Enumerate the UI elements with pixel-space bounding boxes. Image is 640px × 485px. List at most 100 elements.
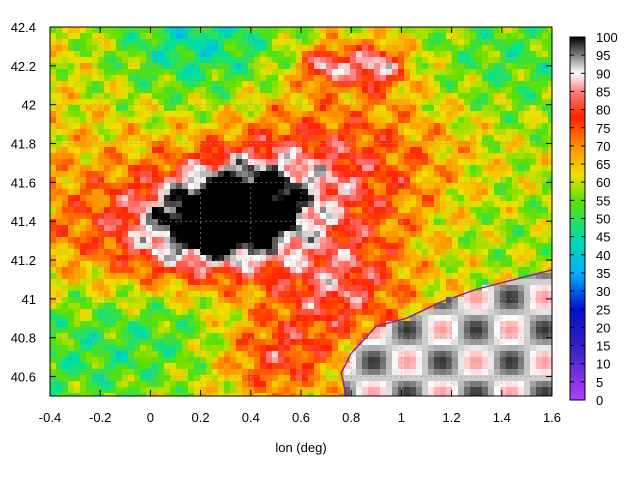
heatmap-cell (326, 159, 333, 166)
heatmap-cell (224, 111, 231, 118)
heatmap-cell (134, 267, 141, 274)
heatmap-cell (134, 321, 141, 328)
heatmap-cell (284, 147, 291, 154)
heatmap-cell (362, 261, 369, 268)
heatmap-cell (266, 195, 273, 202)
heatmap-cell (380, 333, 387, 340)
heatmap-cell (146, 45, 153, 52)
heatmap-cell (410, 201, 417, 208)
heatmap-cell (248, 45, 255, 52)
heatmap-cell (536, 195, 543, 202)
heatmap-cell (170, 123, 177, 130)
heatmap-cell (464, 207, 471, 214)
heatmap-cell (122, 135, 129, 142)
heatmap-cell (422, 363, 429, 370)
heatmap-cell (506, 129, 513, 136)
heatmap-cell (218, 291, 225, 298)
heatmap-cell (176, 267, 183, 274)
heatmap-cell (344, 117, 351, 124)
heatmap-cell (266, 129, 273, 136)
heatmap-cell (326, 285, 333, 292)
heatmap-cell (350, 135, 357, 142)
heatmap-cell (374, 153, 381, 160)
heatmap-cell (224, 213, 231, 220)
heatmap-cell (296, 33, 303, 40)
heatmap-cell (92, 243, 99, 250)
heatmap-cell (92, 321, 99, 328)
heatmap-cell (386, 135, 393, 142)
heatmap-cell (440, 57, 447, 64)
heatmap-cell (536, 237, 543, 244)
heatmap-cell (524, 27, 531, 34)
heatmap-cell (104, 141, 111, 148)
heatmap-cell (404, 297, 411, 304)
heatmap-cell (212, 261, 219, 268)
heatmap-cell (170, 99, 177, 106)
heatmap-cell (458, 159, 465, 166)
heatmap-cell (362, 93, 369, 100)
heatmap-cell (410, 183, 417, 190)
heatmap-cell (470, 297, 477, 304)
heatmap-cell (308, 291, 315, 298)
heatmap-cell (458, 87, 465, 94)
heatmap-cell (152, 33, 159, 40)
heatmap-cell (374, 165, 381, 172)
heatmap-cell (434, 363, 441, 370)
heatmap-cell (122, 141, 129, 148)
heatmap-cell (362, 267, 369, 274)
heatmap-cell (476, 177, 483, 184)
heatmap-cell (146, 111, 153, 118)
heatmap-cell (446, 225, 453, 232)
heatmap-cell (98, 33, 105, 40)
heatmap-cell (170, 51, 177, 58)
heatmap-cell (152, 327, 159, 334)
heatmap-cell (368, 291, 375, 298)
heatmap-cell (224, 381, 231, 388)
heatmap-cell (284, 243, 291, 250)
heatmap-cell (344, 111, 351, 118)
heatmap-cell (56, 147, 63, 154)
heatmap-cell (218, 75, 225, 82)
heatmap-cell (470, 183, 477, 190)
heatmap-cell (146, 375, 153, 382)
heatmap-cell (200, 309, 207, 316)
heatmap-cell (128, 105, 135, 112)
heatmap-cell (98, 195, 105, 202)
heatmap-cell (314, 315, 321, 322)
heatmap-cell (368, 333, 375, 340)
heatmap-cell (374, 363, 381, 370)
heatmap-cell (236, 57, 243, 64)
heatmap-cell (122, 315, 129, 322)
heatmap-cell (260, 327, 267, 334)
heatmap-cell (458, 237, 465, 244)
heatmap-cell (446, 315, 453, 322)
heatmap-cell (200, 225, 207, 232)
heatmap-cell (536, 219, 543, 226)
heatmap-cell (236, 153, 243, 160)
heatmap-cell (488, 237, 495, 244)
heatmap-cell (212, 321, 219, 328)
heatmap-cell (224, 93, 231, 100)
heatmap-cell (194, 177, 201, 184)
heatmap-cell (338, 93, 345, 100)
heatmap-cell (488, 243, 495, 250)
heatmap-cell (530, 69, 537, 76)
heatmap-cell (374, 279, 381, 286)
heatmap-cell (308, 285, 315, 292)
heatmap-cell (302, 369, 309, 376)
heatmap-cell (452, 45, 459, 52)
heatmap-cell (386, 309, 393, 316)
heatmap-cell (224, 45, 231, 52)
heatmap-cell (476, 153, 483, 160)
heatmap-cell (488, 99, 495, 106)
heatmap-cell (116, 69, 123, 76)
heatmap-cell (176, 87, 183, 94)
heatmap-cell (284, 321, 291, 328)
heatmap-cell (248, 225, 255, 232)
heatmap-cell (362, 153, 369, 160)
heatmap-cell (410, 315, 417, 322)
heatmap-cell (170, 93, 177, 100)
heatmap-cell (338, 117, 345, 124)
heatmap-cell (194, 237, 201, 244)
heatmap-cell (62, 309, 69, 316)
